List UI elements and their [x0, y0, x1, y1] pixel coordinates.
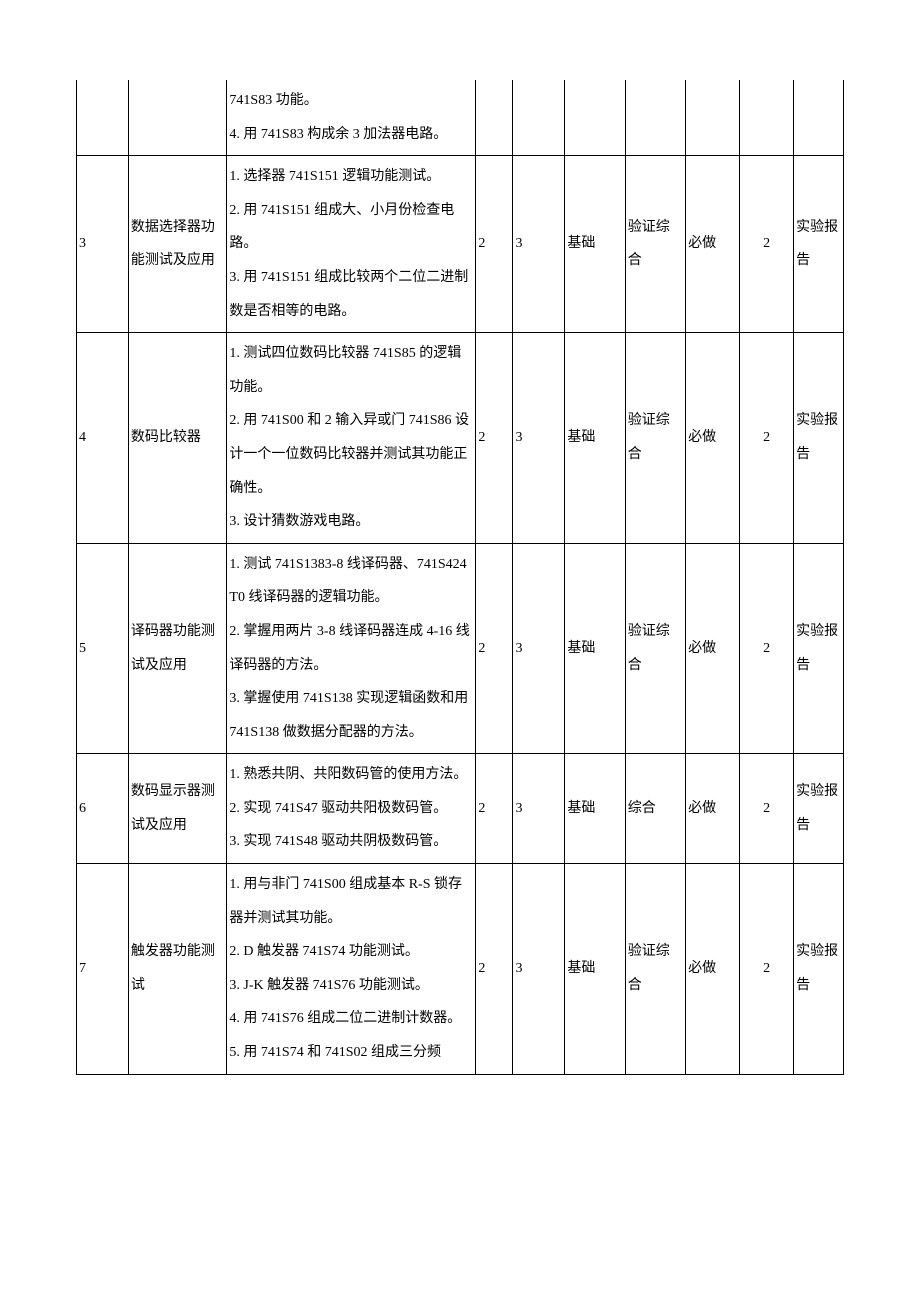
col6-value: 基础: [565, 543, 625, 754]
col9-value: 2: [740, 754, 794, 864]
col8-value: 必做: [686, 156, 740, 333]
col8-value: 必做: [686, 333, 740, 544]
col6-value: 基础: [565, 864, 625, 1075]
col9-value: 2: [740, 864, 794, 1075]
experiment-name: 触发器功能测试: [128, 864, 227, 1075]
col9-value: 2: [740, 333, 794, 544]
experiment-content: 1. 熟悉共阴、共阳数码管的使用方法。2. 实现 741S47 驱动共阳极数码管…: [227, 754, 476, 864]
row-index: 4: [77, 333, 129, 544]
col10-value: 实验报告: [794, 543, 844, 754]
col5-value: [513, 80, 565, 156]
col6-value: 基础: [565, 333, 625, 544]
col7-value: 验证综合: [625, 156, 685, 333]
col4-value: 2: [476, 543, 513, 754]
col9-value: [740, 80, 794, 156]
col9-value: 2: [740, 156, 794, 333]
col5-value: 3: [513, 543, 565, 754]
row-index: 3: [77, 156, 129, 333]
experiment-name: [128, 80, 227, 156]
col10-value: 实验报告: [794, 156, 844, 333]
col8-value: 必做: [686, 543, 740, 754]
col4-value: 2: [476, 754, 513, 864]
table-row: 741S83 功能。4. 用 741S83 构成余 3 加法器电路。: [77, 80, 844, 156]
col4-value: [476, 80, 513, 156]
row-index: [77, 80, 129, 156]
col4-value: 2: [476, 156, 513, 333]
experiment-name: 译码器功能测试及应用: [128, 543, 227, 754]
col6-value: 基础: [565, 754, 625, 864]
col5-value: 3: [513, 754, 565, 864]
col6-value: [565, 80, 625, 156]
experiment-name: 数码比较器: [128, 333, 227, 544]
experiment-content: 1. 用与非门 741S00 组成基本 R-S 锁存器并测试其功能。2. D 触…: [227, 864, 476, 1075]
table-row: 5译码器功能测试及应用1. 测试 741S1383-8 线译码器、741S424…: [77, 543, 844, 754]
row-index: 6: [77, 754, 129, 864]
col4-value: 2: [476, 864, 513, 1075]
col5-value: 3: [513, 156, 565, 333]
col8-value: 必做: [686, 754, 740, 864]
experiment-content: 1. 测试 741S1383-8 线译码器、741S424T0 线译码器的逻辑功…: [227, 543, 476, 754]
row-index: 5: [77, 543, 129, 754]
table-row: 6数码显示器测试及应用1. 熟悉共阴、共阳数码管的使用方法。2. 实现 741S…: [77, 754, 844, 864]
col5-value: 3: [513, 864, 565, 1075]
col7-value: 验证综合: [625, 864, 685, 1075]
experiment-table: 741S83 功能。4. 用 741S83 构成余 3 加法器电路。3数据选择器…: [76, 80, 844, 1075]
table-row: 7触发器功能测试1. 用与非门 741S00 组成基本 R-S 锁存器并测试其功…: [77, 864, 844, 1075]
col4-value: 2: [476, 333, 513, 544]
experiment-name: 数码显示器测试及应用: [128, 754, 227, 864]
table-row: 3数据选择器功能测试及应用1. 选择器 741S151 逻辑功能测试。2. 用 …: [77, 156, 844, 333]
col5-value: 3: [513, 333, 565, 544]
col7-value: 综合: [625, 754, 685, 864]
row-index: 7: [77, 864, 129, 1075]
col9-value: 2: [740, 543, 794, 754]
col8-value: [686, 80, 740, 156]
col10-value: [794, 80, 844, 156]
col8-value: 必做: [686, 864, 740, 1075]
experiment-content: 1. 测试四位数码比较器 741S85 的逻辑功能。2. 用 741S00 和 …: [227, 333, 476, 544]
col10-value: 实验报告: [794, 333, 844, 544]
col7-value: [625, 80, 685, 156]
experiment-content: 741S83 功能。4. 用 741S83 构成余 3 加法器电路。: [227, 80, 476, 156]
col10-value: 实验报告: [794, 864, 844, 1075]
col6-value: 基础: [565, 156, 625, 333]
experiment-name: 数据选择器功能测试及应用: [128, 156, 227, 333]
col7-value: 验证综合: [625, 333, 685, 544]
col10-value: 实验报告: [794, 754, 844, 864]
table-row: 4数码比较器1. 测试四位数码比较器 741S85 的逻辑功能。2. 用 741…: [77, 333, 844, 544]
experiment-content: 1. 选择器 741S151 逻辑功能测试。2. 用 741S151 组成大、小…: [227, 156, 476, 333]
col7-value: 验证综合: [625, 543, 685, 754]
